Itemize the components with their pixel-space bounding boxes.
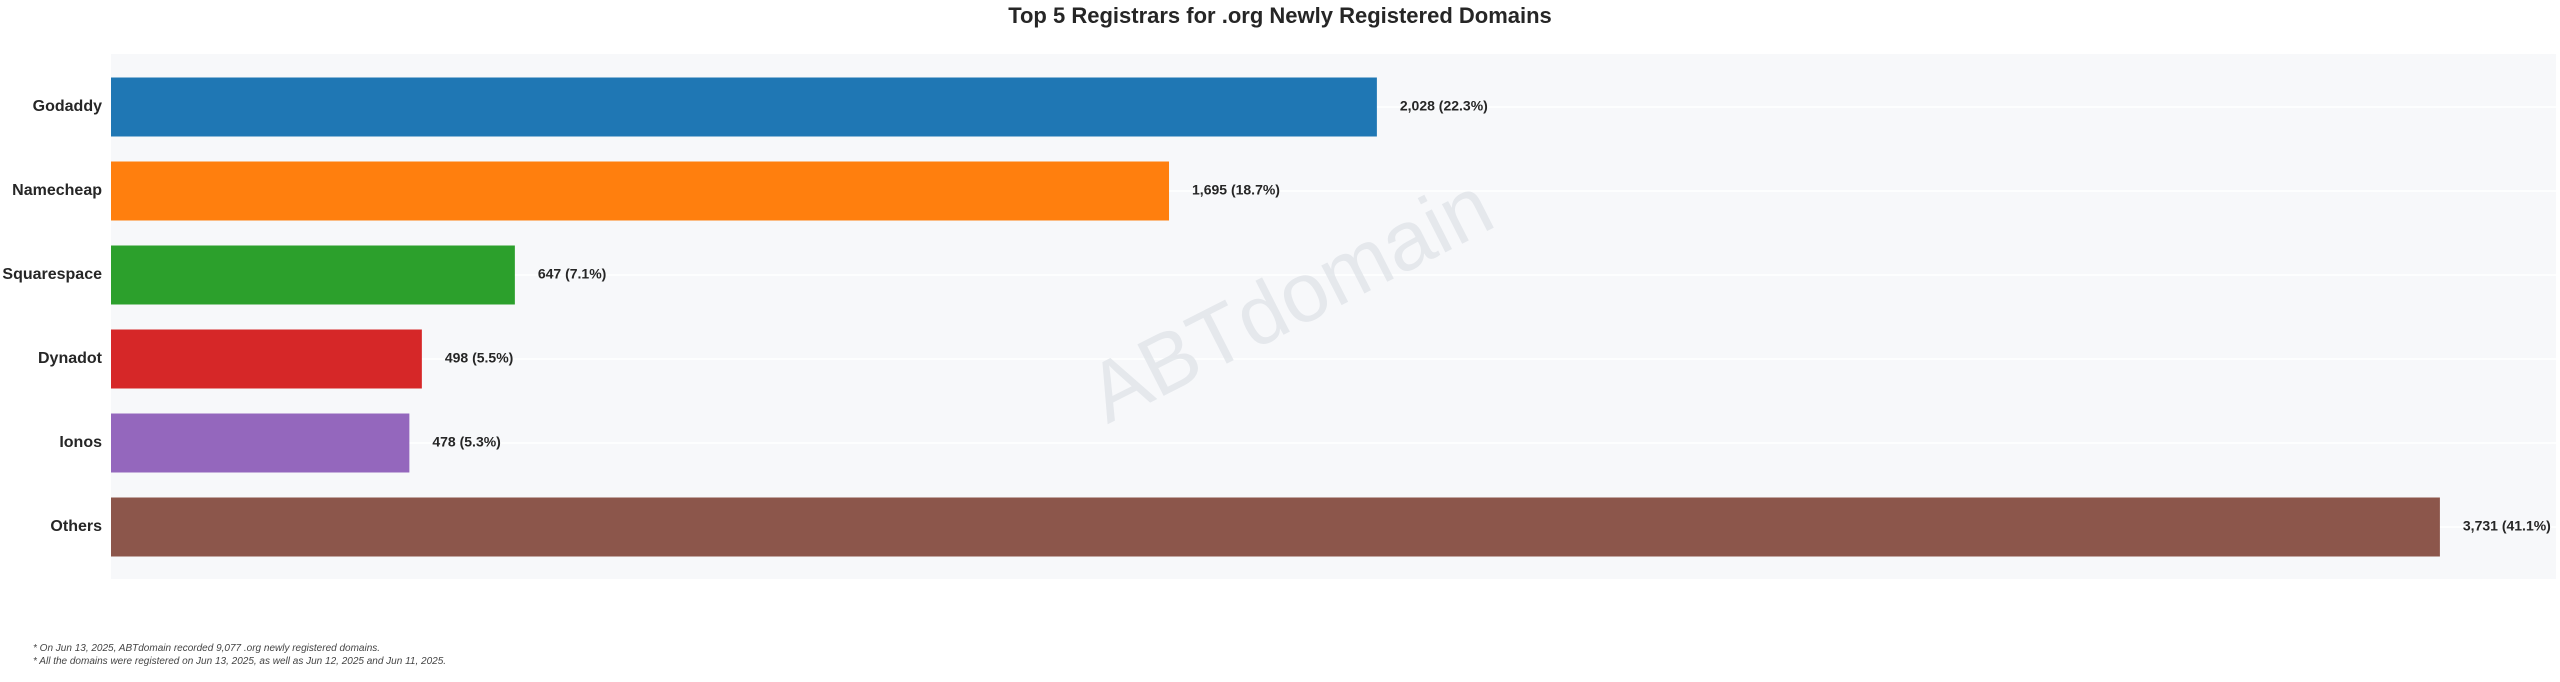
data-label-squarespace: 647 (7.1%) xyxy=(538,266,606,282)
chart-title: Top 5 Registrars for .org Newly Register… xyxy=(1008,3,1552,28)
footnote-2: * All the domains were registered on Jun… xyxy=(33,656,447,667)
bar-godaddy xyxy=(111,77,1377,137)
data-label-ionos: 478 (5.3%) xyxy=(432,434,500,450)
category-labels: Godaddy Namecheap Squarespace Dynadot Ionos O… xyxy=(2,98,102,535)
category-label-godaddy: Godaddy xyxy=(33,98,102,115)
bars xyxy=(111,77,2440,557)
data-label-namecheap: 1,695 (18.7%) xyxy=(1192,182,1280,198)
category-label-dynadot: Dynadot xyxy=(38,350,103,367)
category-label-squarespace: Squarespace xyxy=(2,266,102,283)
footnote-1: * On Jun 13, 2025, ABTdomain recorded 9,… xyxy=(33,643,381,654)
bar-dynadot xyxy=(111,329,422,389)
category-label-others: Others xyxy=(50,518,102,535)
category-label-namecheap: Namecheap xyxy=(12,182,102,199)
category-label-ionos: Ionos xyxy=(59,434,102,451)
bar-namecheap xyxy=(111,161,1170,221)
bar-ionos xyxy=(111,413,410,473)
bar-others xyxy=(111,497,2440,557)
data-label-others: 3,731 (41.1%) xyxy=(2463,518,2551,534)
data-labels: 2,028 (22.3%) 1,695 (18.7%) 647 (7.1%) 498 … xyxy=(432,98,2550,534)
data-label-dynadot: 498 (5.5%) xyxy=(445,350,513,366)
footnotes: * On Jun 13, 2025, ABTdomain recorded 9,… xyxy=(33,642,446,668)
plot-area xyxy=(111,54,2556,579)
bar-squarespace xyxy=(111,245,515,305)
data-label-godaddy: 2,028 (22.3%) xyxy=(1400,98,1488,114)
